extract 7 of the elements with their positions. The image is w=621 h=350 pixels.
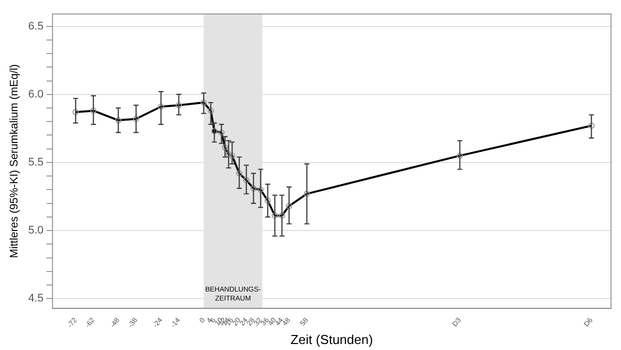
- y-tick-label: 5.5: [28, 156, 44, 169]
- y-tick-label: 4.5: [28, 292, 44, 305]
- y-tick-label: 6.0: [28, 88, 44, 100]
- y-axis-title: Mittleres (95%-KI) Serumkalium (mEq/l): [8, 64, 21, 258]
- y-tick-label: 5.0: [28, 224, 44, 237]
- y-tick-label: 6.5: [28, 20, 44, 32]
- x-axis-title: Zeit (Stunden): [290, 332, 373, 347]
